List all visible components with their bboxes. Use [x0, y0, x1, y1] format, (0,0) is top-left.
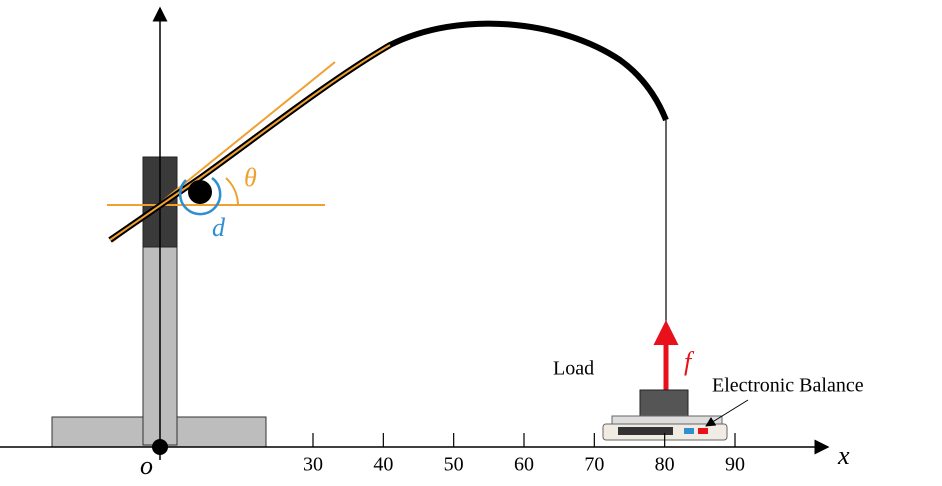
theta-label: θ — [244, 163, 257, 192]
balance-display — [618, 427, 673, 435]
load-label: Load — [553, 358, 594, 380]
balance-pointer — [705, 399, 749, 427]
tick-label: 50 — [444, 454, 464, 476]
origin-dot — [152, 439, 168, 455]
force-label: f — [684, 347, 695, 376]
tick-label: 80 — [655, 454, 675, 476]
d-arc — [178, 176, 222, 216]
rod-highlight — [109, 44, 391, 241]
balance-pan — [611, 415, 723, 425]
balance-button — [684, 428, 694, 434]
d-label: d — [212, 213, 226, 242]
tick-label: 60 — [514, 454, 534, 476]
tick-label: 30 — [303, 454, 323, 476]
balance-label: Electronic Balance — [712, 375, 864, 397]
theta-arc — [225, 177, 239, 206]
tick-label: 90 — [725, 454, 745, 476]
load-box — [639, 389, 689, 417]
axis-name: x — [837, 441, 850, 470]
pivot — [188, 180, 212, 204]
rod — [108, 20, 669, 243]
tick-label: 40 — [373, 454, 393, 476]
tick-label: 70 — [584, 454, 604, 476]
origin-label: o — [140, 451, 153, 480]
balance-button — [698, 428, 708, 434]
